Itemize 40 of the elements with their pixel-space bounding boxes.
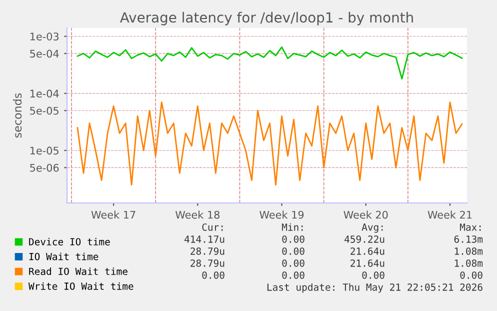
legend-label: Read IO Wait time (29, 268, 128, 276)
text: Max: (460, 224, 481, 231)
text: 6.13m (454, 235, 483, 243)
text: 0.00 (282, 247, 304, 255)
text: 459.22u (344, 235, 384, 243)
text: 0.00 (202, 271, 224, 279)
text: Cur: (202, 223, 223, 231)
legend-label: Device IO time (29, 238, 110, 246)
line-series (76, 46, 463, 80)
text: Last update: Thu May 21 22:05:21 2026 (267, 283, 482, 293)
y-tick-label: 5e-06 (30, 164, 59, 172)
text: 0.00 (362, 271, 384, 279)
legend-label: Write IO Wait time (28, 282, 134, 290)
y-tick-label: 1e-05 (30, 146, 58, 155)
y-tick-label: 1e-04 (30, 90, 59, 98)
text: 21.64u (350, 259, 384, 267)
text: 1.08m (454, 247, 483, 255)
x-tick-label: Week 21 (428, 210, 472, 219)
x-tick-label: Week 19 (260, 210, 304, 219)
text: 1.08m (454, 259, 483, 267)
chart-title: Average latency for /dev/loop1 - by month (120, 12, 413, 26)
text: 28.79u (190, 247, 224, 255)
line-series (76, 102, 463, 186)
text: 414.17u (184, 236, 224, 243)
x-tick-label: Week 18 (175, 210, 220, 219)
text: Min: (282, 223, 303, 231)
x-tick-label: Week 17 (91, 210, 136, 219)
y-axis-title: seconds (13, 93, 22, 138)
y-tick-label: 5e-05 (30, 106, 58, 115)
text: 0.00 (282, 259, 304, 267)
text: 0.00 (282, 271, 304, 279)
x-tick-label: Week 20 (344, 210, 388, 219)
y-tick-label: 5e-04 (30, 50, 59, 58)
text: Avg: (362, 224, 383, 233)
text: 0.00 (460, 271, 482, 279)
text: 21.64u (350, 247, 384, 255)
legend-label: IO Wait time (29, 252, 98, 260)
text: 0.00 (282, 235, 304, 243)
text: 28.79u (190, 259, 224, 267)
y-tick-label: 1e-03 (30, 32, 59, 40)
